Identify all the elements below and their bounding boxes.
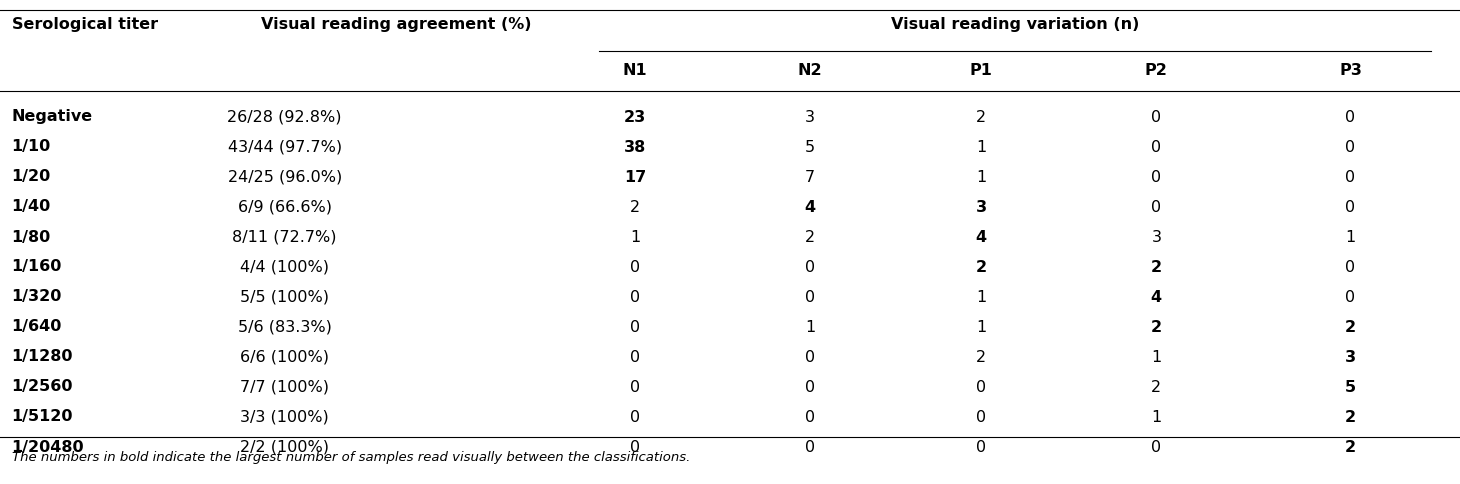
Text: 1: 1 xyxy=(975,139,987,154)
Text: P3: P3 xyxy=(1339,62,1362,77)
Text: 0: 0 xyxy=(631,409,639,424)
Text: 5: 5 xyxy=(806,139,815,154)
Text: 6/9 (66.6%): 6/9 (66.6%) xyxy=(238,199,331,214)
Text: 0: 0 xyxy=(1346,109,1355,124)
Text: 3: 3 xyxy=(1345,349,1356,364)
Text: 2: 2 xyxy=(1150,259,1162,274)
Text: 0: 0 xyxy=(1152,439,1161,454)
Text: 2: 2 xyxy=(975,259,987,274)
Text: Negative: Negative xyxy=(12,109,93,124)
Text: 0: 0 xyxy=(1346,199,1355,214)
Text: 17: 17 xyxy=(623,169,647,184)
Text: 1/5120: 1/5120 xyxy=(12,409,73,424)
Text: 26/28 (92.8%): 26/28 (92.8%) xyxy=(228,109,342,124)
Text: 0: 0 xyxy=(806,349,815,364)
Text: 4: 4 xyxy=(804,199,816,214)
Text: 5/6 (83.3%): 5/6 (83.3%) xyxy=(238,319,331,334)
Text: 1/1280: 1/1280 xyxy=(12,349,73,364)
Text: 1/20: 1/20 xyxy=(12,169,51,184)
Text: N1: N1 xyxy=(623,62,647,77)
Text: 1: 1 xyxy=(975,319,987,334)
Text: 2: 2 xyxy=(977,109,986,124)
Text: 0: 0 xyxy=(631,379,639,394)
Text: 7: 7 xyxy=(806,169,815,184)
Text: 0: 0 xyxy=(806,259,815,274)
Text: 0: 0 xyxy=(631,259,639,274)
Text: 2: 2 xyxy=(806,229,815,244)
Text: 0: 0 xyxy=(1152,139,1161,154)
Text: 1: 1 xyxy=(1345,229,1356,244)
Text: Visual reading agreement (%): Visual reading agreement (%) xyxy=(261,17,531,32)
Text: 6/6 (100%): 6/6 (100%) xyxy=(241,349,328,364)
Text: 0: 0 xyxy=(1152,169,1161,184)
Text: 0: 0 xyxy=(977,379,986,394)
Text: 1/160: 1/160 xyxy=(12,259,63,274)
Text: 0: 0 xyxy=(806,439,815,454)
Text: 0: 0 xyxy=(806,409,815,424)
Text: The numbers in bold indicate the largest number of samples read visually between: The numbers in bold indicate the largest… xyxy=(12,451,691,464)
Text: 2: 2 xyxy=(1152,379,1161,394)
Text: 2: 2 xyxy=(1345,439,1356,454)
Text: 2: 2 xyxy=(1345,319,1356,334)
Text: Visual reading variation (n): Visual reading variation (n) xyxy=(891,17,1139,32)
Text: 2: 2 xyxy=(977,349,986,364)
Text: N2: N2 xyxy=(799,62,822,77)
Text: 1: 1 xyxy=(1150,349,1162,364)
Text: 0: 0 xyxy=(806,379,815,394)
Text: 4: 4 xyxy=(1150,289,1162,304)
Text: 0: 0 xyxy=(1346,289,1355,304)
Text: 2: 2 xyxy=(1345,409,1356,424)
Text: 2: 2 xyxy=(1150,319,1162,334)
Text: 0: 0 xyxy=(977,409,986,424)
Text: 5/5 (100%): 5/5 (100%) xyxy=(241,289,328,304)
Text: 0: 0 xyxy=(1152,109,1161,124)
Text: 0: 0 xyxy=(631,319,639,334)
Text: 43/44 (97.7%): 43/44 (97.7%) xyxy=(228,139,342,154)
Text: 1/640: 1/640 xyxy=(12,319,63,334)
Text: 1/320: 1/320 xyxy=(12,289,63,304)
Text: 0: 0 xyxy=(977,439,986,454)
Text: 3: 3 xyxy=(975,199,987,214)
Text: 0: 0 xyxy=(1346,169,1355,184)
Text: 2: 2 xyxy=(631,199,639,214)
Text: 4: 4 xyxy=(975,229,987,244)
Text: 0: 0 xyxy=(1152,199,1161,214)
Text: 7/7 (100%): 7/7 (100%) xyxy=(241,379,328,394)
Text: 0: 0 xyxy=(1346,139,1355,154)
Text: 1/2560: 1/2560 xyxy=(12,379,73,394)
Text: 3: 3 xyxy=(1152,229,1161,244)
Text: 1: 1 xyxy=(1150,409,1162,424)
Text: 1/40: 1/40 xyxy=(12,199,51,214)
Text: 0: 0 xyxy=(1346,259,1355,274)
Text: 24/25 (96.0%): 24/25 (96.0%) xyxy=(228,169,342,184)
Text: 2/2 (100%): 2/2 (100%) xyxy=(241,439,328,454)
Text: 8/11 (72.7%): 8/11 (72.7%) xyxy=(232,229,337,244)
Text: Serological titer: Serological titer xyxy=(12,17,158,32)
Text: 1/20480: 1/20480 xyxy=(12,439,85,454)
Text: 4/4 (100%): 4/4 (100%) xyxy=(241,259,328,274)
Text: 1/10: 1/10 xyxy=(12,139,51,154)
Text: P2: P2 xyxy=(1145,62,1168,77)
Text: 1: 1 xyxy=(804,319,816,334)
Text: 0: 0 xyxy=(631,349,639,364)
Text: 0: 0 xyxy=(806,289,815,304)
Text: 3: 3 xyxy=(806,109,815,124)
Text: 5: 5 xyxy=(1345,379,1356,394)
Text: 0: 0 xyxy=(631,289,639,304)
Text: 38: 38 xyxy=(623,139,647,154)
Text: 1: 1 xyxy=(975,289,987,304)
Text: 1/80: 1/80 xyxy=(12,229,51,244)
Text: 0: 0 xyxy=(631,439,639,454)
Text: 3/3 (100%): 3/3 (100%) xyxy=(241,409,328,424)
Text: 1: 1 xyxy=(975,169,987,184)
Text: 23: 23 xyxy=(623,109,647,124)
Text: 1: 1 xyxy=(629,229,641,244)
Text: P1: P1 xyxy=(969,62,993,77)
